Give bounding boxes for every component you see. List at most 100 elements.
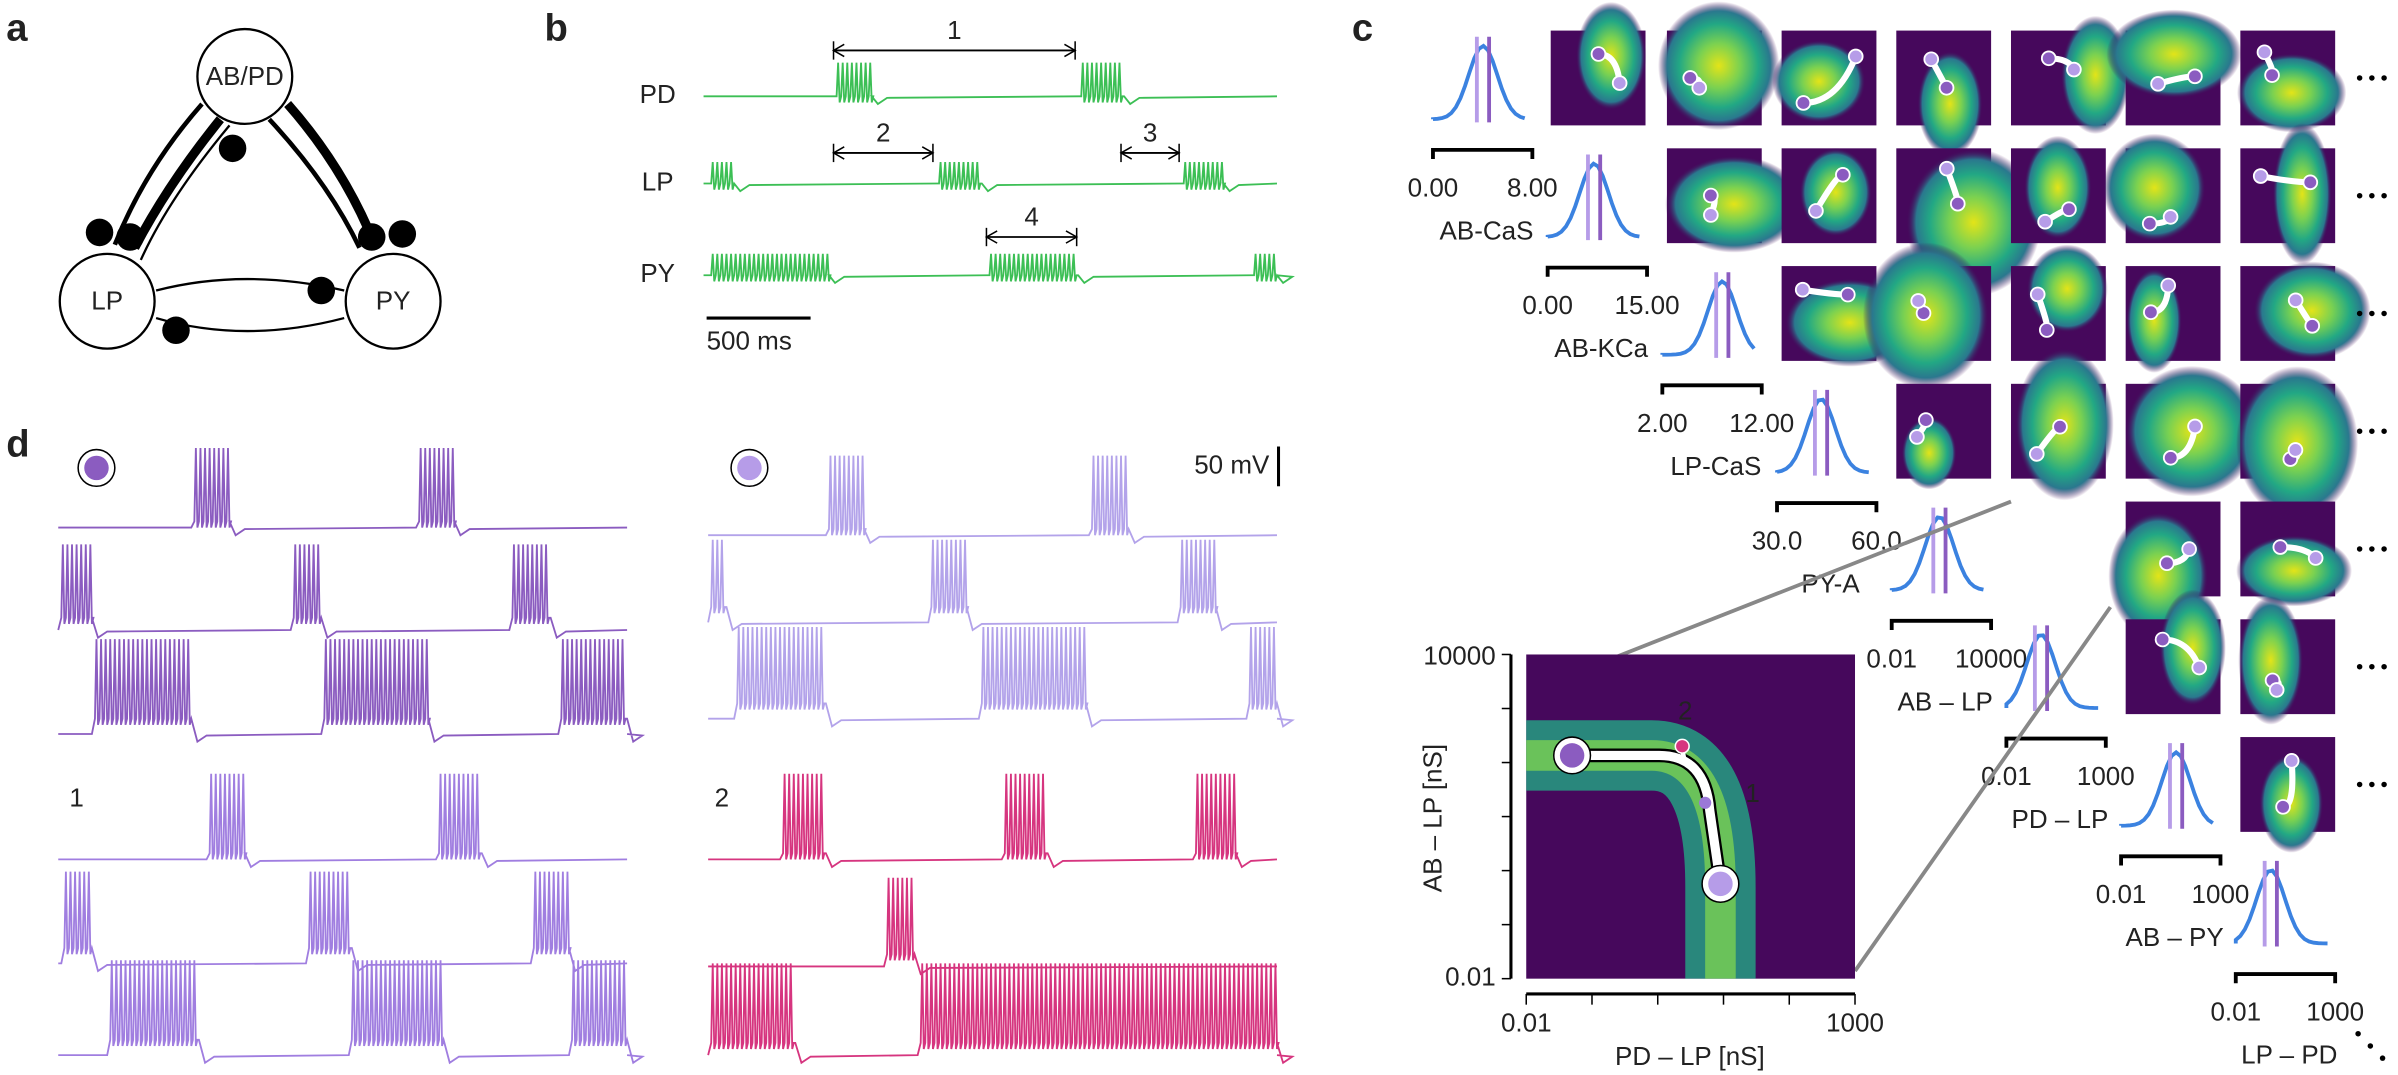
label: 1000: [2077, 761, 2135, 791]
label: 60.0: [1851, 526, 1902, 556]
sample-point: [2302, 174, 2319, 191]
sample-point: [1909, 429, 1925, 445]
label: AB-KCa: [1554, 333, 1648, 363]
synapse: [388, 220, 417, 248]
sample-point: [1847, 48, 1864, 65]
sample-point: [1910, 293, 1927, 309]
density: [2026, 244, 2108, 333]
scale-bar: [1889, 618, 1994, 631]
histogram: [1775, 397, 1869, 475]
connection: [267, 117, 362, 249]
sample-point: [2304, 318, 2321, 334]
label: 0.01: [1981, 761, 2032, 791]
voltage-trace: [58, 960, 646, 1065]
sample-point: [2268, 682, 2285, 698]
label: 2: [1678, 695, 1692, 725]
sample-point: [2162, 449, 2179, 466]
sample-point: [2272, 539, 2289, 555]
sample-point: [1794, 281, 1811, 298]
sample-point: [2287, 292, 2304, 309]
sample-point: [1835, 166, 1851, 183]
voltage-trace: [708, 626, 1295, 728]
sample-point: [2150, 76, 2166, 92]
sample-point: [2061, 201, 2077, 218]
label: LP: [642, 166, 674, 196]
label: 1: [1745, 778, 1759, 808]
label: 10000: [1423, 640, 1495, 670]
label: LP – PD: [2241, 1040, 2337, 1070]
sample-point: [2066, 61, 2082, 78]
label: 1000: [2306, 997, 2364, 1027]
density: [2236, 535, 2352, 607]
sample-point: [1611, 75, 1628, 91]
density: [1772, 39, 1866, 123]
sample-point: [2040, 50, 2057, 67]
label: 50 mV: [1194, 449, 1270, 479]
label: 0.00: [1522, 290, 1573, 320]
density: [2023, 135, 2092, 240]
neuron: [344, 252, 442, 350]
density: [2106, 9, 2242, 99]
icon: [84, 455, 109, 481]
histogram: [1545, 161, 1640, 239]
density: [1917, 50, 1983, 157]
ellipsis-dot: [2381, 192, 2387, 199]
sample-point: [2191, 659, 2208, 676]
histogram: [2004, 633, 2099, 710]
sample-point: [2143, 304, 2159, 321]
synapse: [218, 134, 247, 163]
ellipsis-dot: [2356, 781, 2363, 788]
label: 0.01: [1445, 962, 1496, 992]
sample-point: [2162, 209, 2179, 225]
icon: [737, 455, 762, 481]
ellipsis-dot: [2356, 663, 2363, 670]
sample-point: [2159, 555, 2175, 572]
label: 0.00: [1408, 172, 1459, 202]
synapse: [357, 223, 386, 251]
scale-bar: [1431, 147, 1535, 160]
sample-point: [1840, 286, 1856, 303]
voltage-trace: [707, 539, 1278, 632]
label: 1: [947, 15, 961, 45]
sample-point: [2028, 446, 2045, 462]
label: 0.01: [1501, 1007, 1552, 1037]
sample-point: [2181, 541, 2197, 557]
synapse: [85, 218, 114, 247]
panel-label: d: [6, 423, 29, 466]
scale-bar: [1660, 383, 1764, 395]
sample-point: [1808, 203, 1824, 219]
arrow-head: [1119, 146, 1181, 160]
density: [2238, 596, 2304, 725]
label: AB/PD: [206, 61, 284, 91]
label: 1: [69, 783, 83, 813]
voltage-trace: [57, 544, 628, 640]
label: 15.00: [1615, 290, 1680, 320]
histogram: [1889, 515, 1984, 592]
sample-point: [1703, 207, 1719, 223]
label: 500 ms: [707, 325, 792, 355]
connection: [139, 124, 231, 261]
voltage-trace: [58, 773, 628, 869]
ellipsis-dot: [2369, 75, 2375, 81]
ellipsis-dot: [2356, 192, 2363, 199]
zoom-guide: [1853, 605, 2112, 973]
ellipsis-dot: [2369, 781, 2375, 788]
ellipsis-dot: [2379, 1055, 2386, 1061]
density: [1799, 147, 1872, 237]
ellipsis-dot: [2369, 546, 2375, 552]
ellipsis-dot: [2381, 546, 2387, 552]
ellipsis-dot: [2381, 781, 2387, 788]
label: 0.01: [1866, 643, 1917, 673]
sample-point: [2275, 799, 2291, 815]
histogram: [1431, 43, 1526, 122]
sample-point: [2187, 418, 2203, 435]
histogram: [1660, 278, 1756, 357]
label: LP: [91, 286, 123, 316]
scale-bar: [2004, 736, 2108, 748]
label: 2: [715, 783, 729, 813]
scale-bar: [1545, 265, 1649, 277]
sample-point: [2154, 631, 2171, 648]
label: 1000: [2192, 879, 2250, 909]
neuron: [58, 252, 156, 350]
density: [2103, 133, 2206, 242]
